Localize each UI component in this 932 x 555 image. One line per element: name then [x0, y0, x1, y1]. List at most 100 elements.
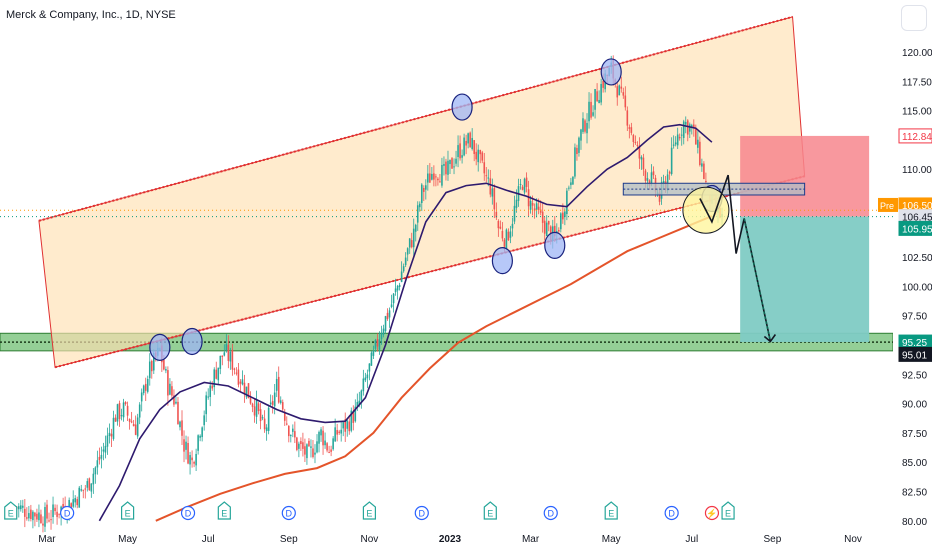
- dividend-marker[interactable]: [180, 505, 196, 521]
- event-glyph: E: [125, 509, 131, 519]
- candle-body: [144, 383, 147, 391]
- y-tick-label: 102.50: [902, 253, 932, 264]
- earnings-marker[interactable]: [121, 501, 135, 520]
- projection-arrowhead: [763, 334, 777, 343]
- candle-body: [344, 419, 347, 432]
- candle-body: [44, 507, 46, 527]
- candle-body: [213, 369, 216, 388]
- candle-body: [104, 445, 107, 453]
- candle-body: [624, 95, 627, 108]
- candle-body: [396, 285, 399, 291]
- candle-body: [539, 209, 542, 213]
- stop-loss-zone[interactable]: [740, 135, 870, 217]
- candle-body: [324, 440, 326, 446]
- candle-body: [668, 171, 671, 174]
- touch-marker-3[interactable]: [491, 247, 513, 275]
- candle-body: [189, 455, 191, 465]
- candle-body: [259, 409, 262, 422]
- candle-body: [152, 352, 155, 371]
- candle-body: [74, 498, 77, 503]
- candle-body: [384, 316, 387, 332]
- candle-body: [338, 431, 340, 433]
- candle-body: [185, 441, 187, 450]
- candle-body: [487, 177, 490, 179]
- earnings-marker[interactable]: [483, 501, 497, 520]
- candle-body: [400, 271, 403, 283]
- candle-body: [114, 417, 117, 422]
- earnings-marker[interactable]: [362, 501, 376, 520]
- candle-body: [96, 460, 99, 468]
- moving-average-200[interactable]: [155, 215, 713, 522]
- candle-body: [493, 188, 496, 210]
- candle-body: [352, 412, 355, 423]
- candle-body: [300, 441, 302, 445]
- touch-marker-0[interactable]: [149, 333, 171, 361]
- candle-body: [455, 158, 457, 164]
- candle-body: [356, 401, 359, 407]
- candle-body: [594, 88, 596, 110]
- candle-body: [142, 385, 145, 394]
- event-glyph: E: [221, 509, 227, 519]
- candle-body: [672, 144, 675, 146]
- touch-marker-4[interactable]: [544, 231, 566, 259]
- candle-body: [360, 390, 363, 401]
- price-label: [898, 128, 932, 144]
- candle-body: [253, 406, 256, 416]
- x-tick-label: 2023: [439, 534, 462, 545]
- candle-body: [449, 159, 451, 165]
- candle-body: [336, 430, 338, 435]
- earnings-marker[interactable]: [4, 501, 18, 520]
- candle-body: [372, 350, 375, 356]
- candle-body: [237, 369, 240, 385]
- candle-body: [92, 473, 95, 485]
- candle-body: [511, 223, 514, 229]
- price-label: [898, 220, 932, 236]
- earnings-marker[interactable]: [217, 501, 231, 520]
- dividend-marker[interactable]: [543, 505, 558, 521]
- candle-body: [582, 118, 584, 132]
- price-label-text: 95.25: [902, 338, 927, 349]
- candle-body: [332, 438, 334, 450]
- candle-body: [118, 403, 121, 420]
- dividend-marker[interactable]: [664, 505, 679, 521]
- candle-body: [642, 157, 645, 170]
- dividend-marker[interactable]: [60, 505, 75, 521]
- candle-body: [674, 142, 677, 145]
- candle-body: [231, 349, 234, 370]
- price-axis[interactable]: [893, 0, 932, 550]
- candle-body: [199, 435, 201, 438]
- candle-body: [463, 137, 465, 156]
- candle-body: [28, 513, 30, 519]
- dividend-marker[interactable]: [281, 505, 296, 521]
- channel-lower-line[interactable]: [54, 175, 805, 369]
- touch-marker-1[interactable]: [181, 327, 203, 356]
- candle-body: [636, 144, 639, 146]
- earnings-marker[interactable]: [604, 501, 618, 520]
- candle-body: [221, 355, 224, 357]
- split-event-marker[interactable]: [704, 505, 720, 521]
- chart-settings-button[interactable]: [901, 5, 927, 31]
- dividend-marker[interactable]: [414, 505, 429, 521]
- y-tick-label: 90.00: [902, 400, 927, 411]
- x-tick-label: Nov: [361, 534, 379, 545]
- candle-body: [697, 139, 699, 148]
- candle-body: [483, 162, 486, 174]
- moving-average-50[interactable]: [98, 123, 713, 522]
- y-tick-label: 97.50: [902, 312, 927, 323]
- candle-body: [376, 339, 379, 347]
- touch-marker-5[interactable]: [600, 58, 622, 86]
- candle-body: [586, 122, 588, 134]
- earnings-marker[interactable]: [721, 501, 735, 520]
- touch-marker-2[interactable]: [451, 93, 473, 121]
- take-profit-zone[interactable]: [740, 216, 870, 343]
- candle-body: [330, 449, 332, 452]
- event-glyph: D: [668, 509, 675, 519]
- candle-body: [80, 489, 83, 491]
- candle-body: [420, 184, 423, 204]
- candle-body: [40, 514, 42, 523]
- candle-body: [265, 427, 268, 431]
- candle-body: [703, 163, 705, 180]
- candle-body: [150, 360, 153, 372]
